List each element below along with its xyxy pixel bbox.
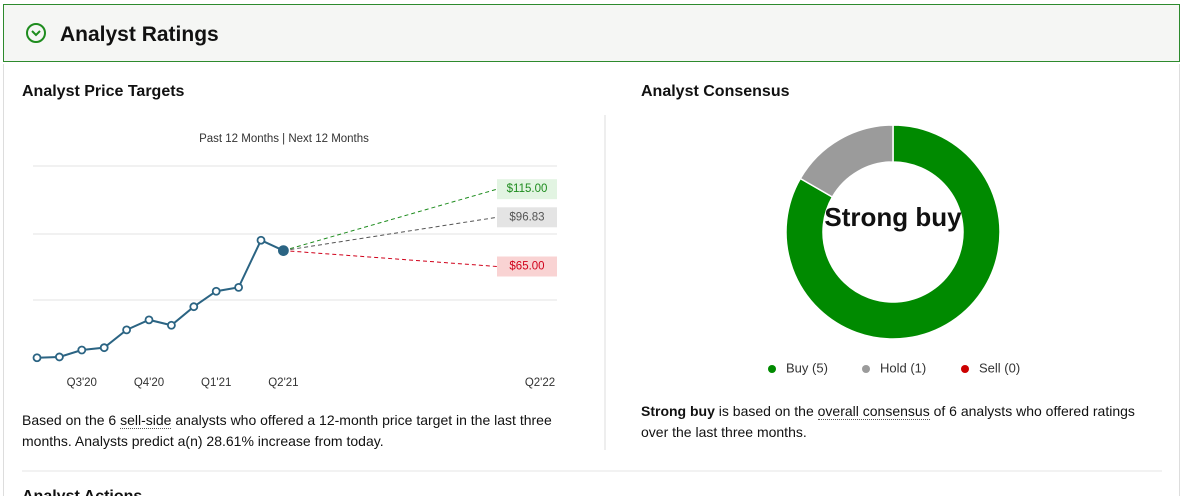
price-point — [256, 235, 266, 245]
price-point — [211, 286, 221, 296]
x-tick-label: Q1'21 — [201, 377, 231, 389]
legend-dot — [768, 365, 776, 373]
text: of 6 analysts who offered ratings over t… — [641, 403, 1135, 440]
legend-label: Buy (5) — [786, 360, 828, 375]
target-label-bg — [497, 179, 557, 200]
chart-subtitle: Past 12 Months | Next 12 Months — [199, 133, 369, 145]
target-label: $115.00 — [507, 183, 548, 195]
target-label-bg — [497, 256, 557, 277]
price-point — [166, 320, 176, 330]
price-point — [55, 352, 64, 362]
target-line — [283, 250, 498, 267]
next-section-title: Analyst Actions — [22, 488, 142, 496]
text: Based on the 6 — [22, 412, 121, 428]
price-line — [36, 238, 284, 359]
x-tick-label: Q3'20 — [67, 377, 97, 389]
x-tick-label: Q2'21 — [268, 377, 298, 389]
target-line — [283, 188, 498, 252]
legend-dot — [862, 365, 870, 373]
price-point — [189, 302, 199, 312]
section-title: Analyst Ratings — [60, 23, 219, 46]
price-point — [122, 325, 131, 335]
link[interactable]: overall consensus — [817, 403, 930, 420]
chart-title: Analyst Price Targets — [22, 83, 185, 100]
price-point — [99, 343, 109, 353]
target-label-bg — [497, 207, 557, 228]
target-line — [283, 216, 498, 252]
consensus-summary: Strong buy is based on the overall conse… — [641, 401, 1141, 443]
donut-segment — [785, 124, 1001, 340]
collapse-icon[interactable] — [24, 21, 48, 45]
x-tick-label: Q4'20 — [134, 377, 164, 389]
center-label: Strong buy — [824, 202, 962, 232]
target-label: $96.83 — [509, 211, 544, 223]
section-header[interactable]: Analyst Ratings — [3, 4, 1180, 62]
bold-text: Strong buy — [641, 403, 715, 419]
legend-dot — [961, 365, 969, 373]
link[interactable]: sell-side — [120, 412, 172, 429]
legend-label: Sell (0) — [979, 360, 1020, 375]
targets-summary: Based on the 6 sell-side analysts who of… — [22, 410, 582, 452]
price-point — [32, 353, 42, 363]
price-point — [234, 282, 244, 292]
price-point — [77, 345, 87, 355]
text: is based on the — [714, 403, 818, 419]
price-point — [144, 315, 154, 325]
chart-title: Analyst Consensus — [641, 83, 790, 100]
price-point — [277, 245, 289, 256]
section-body — [3, 64, 1180, 496]
donut-segment — [799, 124, 894, 199]
text: analysts who offered a 12-month price ta… — [22, 412, 552, 449]
legend-label: Hold (1) — [880, 360, 926, 375]
x-tick-label: Q2'22 — [525, 377, 555, 389]
target-label: $65.00 — [509, 261, 544, 273]
